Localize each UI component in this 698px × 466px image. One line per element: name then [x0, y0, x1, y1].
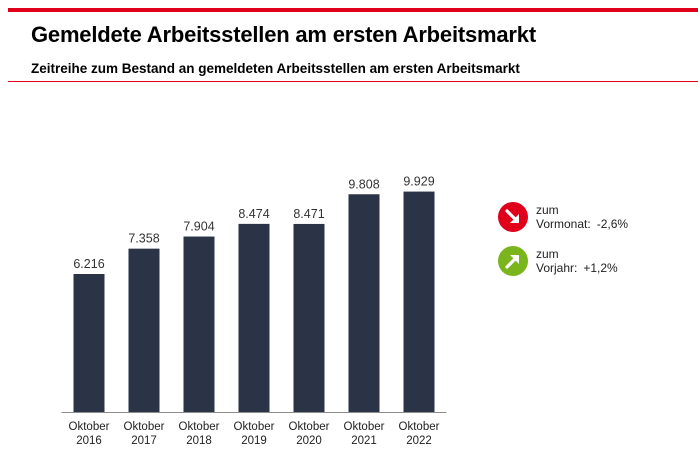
bar-2017	[128, 248, 160, 412]
header-divider	[8, 81, 698, 82]
value-label-2018: 7.904	[183, 220, 214, 234]
indicator-vormonat-prefix: zum	[536, 203, 559, 217]
category-label-2019: Oktober 2019	[234, 421, 275, 447]
indicator-vormonat-value: -2,6%	[596, 217, 629, 231]
value-label-2019: 8.474	[238, 207, 269, 221]
indicator-vorjahr: zum Vorjahr: +1,2%	[498, 246, 618, 276]
indicator-vorjahr-label: Vorjahr:	[536, 261, 578, 275]
category-label-2020: Oktober 2020	[289, 421, 330, 447]
arrow-up-right-icon	[498, 246, 528, 276]
category-label-2016: Oktober 2016	[69, 421, 110, 447]
category-label-2022: Oktober 2022	[399, 421, 440, 447]
category-label-2017: Oktober 2017	[124, 421, 165, 447]
value-label-2022: 9.929	[403, 175, 434, 189]
value-label-2020: 8.471	[293, 207, 324, 221]
indicator-vorjahr-value: +1,2%	[583, 261, 618, 275]
bar-2021	[348, 194, 380, 412]
bar-2019	[238, 223, 270, 412]
bar-2018	[183, 236, 215, 412]
category-label-2018: Oktober 2018	[179, 421, 220, 447]
value-label-2021: 9.808	[348, 177, 379, 191]
value-label-2017: 7.358	[128, 232, 159, 246]
category-label-2021: Oktober 2021	[344, 421, 385, 447]
bar-2020	[293, 223, 325, 412]
bar-2022	[403, 191, 435, 412]
page-title: Gemeldete Arbeitsstellen am ersten Arbei…	[31, 22, 536, 47]
indicator-vorjahr-prefix: zum	[536, 247, 559, 261]
arrow-down-right-icon	[498, 202, 528, 232]
indicator-vormonat: zum Vormonat: -2,6%	[498, 202, 628, 232]
top-accent-bar	[8, 8, 698, 12]
indicator-vormonat-label: Vormonat:	[536, 217, 591, 231]
bar-2016	[73, 274, 105, 412]
page-subtitle: Zeitreihe zum Bestand an gemeldeten Arbe…	[31, 61, 520, 76]
value-label-2016: 6.216	[73, 257, 104, 271]
